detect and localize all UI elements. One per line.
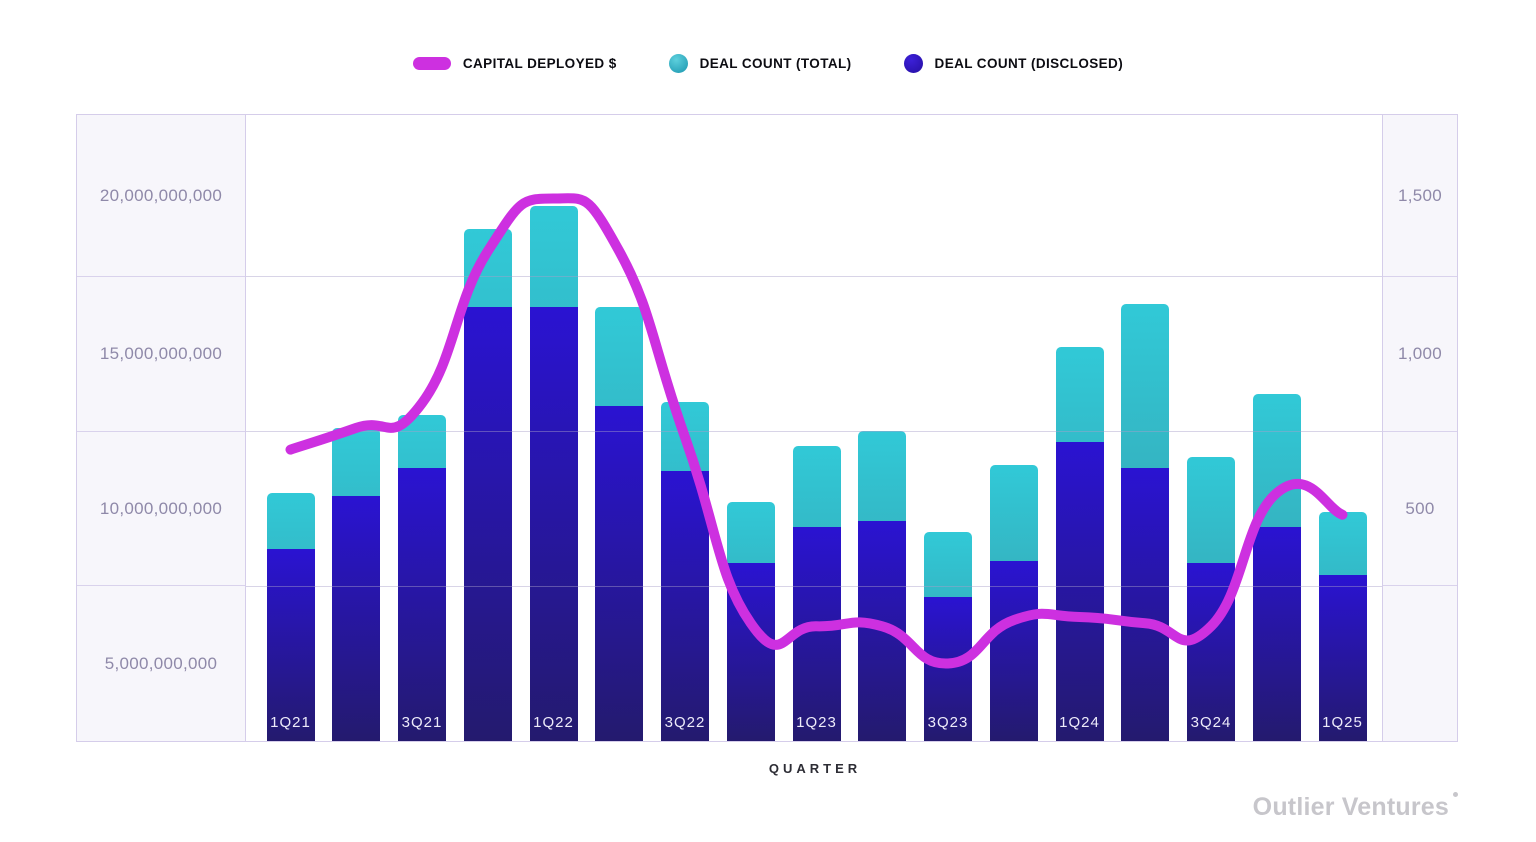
- bar-disclosed-1Q22: [529, 307, 578, 741]
- legend-label-deal-count-disclosed: DEAL COUNT (DISCLOSED): [934, 56, 1124, 71]
- capital-deployed-line-path: [285, 193, 1348, 669]
- x-tick-label-1Q22: 1Q22: [533, 714, 574, 731]
- bar-disclosed-4Q23: [989, 561, 1038, 741]
- y-axis-left-row: 20,000,000,000: [77, 115, 245, 278]
- x-tick-label-1Q23: 1Q23: [796, 714, 837, 731]
- bar-disclosed-1Q24: [1055, 442, 1104, 741]
- legend-item-capital-deployed: CAPITAL DEPLOYED $: [412, 56, 617, 71]
- capital-deployed-line-swatch-icon: [412, 57, 451, 70]
- capital-deployed-line: [285, 193, 1348, 669]
- legend-label-deal-count-total: DEAL COUNT (TOTAL): [699, 56, 852, 71]
- y-axis-left: 20,000,000,000 15,000,000,000 10,000,000…: [77, 115, 246, 741]
- x-tick-label-1Q25: 1Q25: [1322, 714, 1363, 731]
- x-tick-label-1Q24: 1Q24: [1059, 714, 1100, 731]
- y-axis-right-row: 1,500: [1383, 115, 1457, 278]
- y-axis-right-row: 1,000: [1383, 277, 1457, 432]
- bar-disclosed-3Q22: [661, 471, 709, 741]
- y-axis-left-tick-15b: 15,000,000,000: [99, 344, 223, 364]
- bar-disclosed-2Q24: [1121, 468, 1170, 741]
- legend-item-deal-count-disclosed: DEAL COUNT (DISCLOSED): [903, 54, 1124, 73]
- y-axis-right-tick-1000: 1,000: [1397, 344, 1443, 364]
- x-tick-label-3Q23: 3Q23: [927, 714, 969, 731]
- deal-count-disclosed-swatch-icon: [903, 54, 923, 73]
- x-axis-title: QUARTER: [768, 761, 862, 776]
- y-axis-right-row: 500: [1383, 432, 1457, 587]
- x-tick-label-1Q21: 1Q21: [270, 714, 311, 731]
- bar-disclosed-4Q24: [1252, 527, 1301, 741]
- x-tick-label-3Q21: 3Q21: [401, 714, 443, 731]
- y-axis-right-tick-500: 500: [1405, 498, 1435, 518]
- bar-disclosed-2Q22: [595, 406, 644, 741]
- plot-area: 1Q21 3Q21 1Q22 3Q22 1Q23 3Q23 1Q24 3Q24 1Q25: [246, 115, 1382, 741]
- y-axis-left-tick-10b: 10,000,000,000: [99, 498, 223, 518]
- brand-logo-text: Outlier Ventures: [1252, 793, 1449, 821]
- legend: CAPITAL DEPLOYED $ DEAL COUNT (TOTAL) DE…: [0, 54, 1536, 73]
- y-axis-right-tick-1500: 1,500: [1397, 185, 1443, 205]
- y-axis-left-tick-20b: 20,000,000,000: [99, 185, 223, 205]
- bar-disclosed-2Q21: [332, 496, 381, 741]
- bar-disclosed-3Q21: [398, 468, 446, 741]
- deal-count-total-swatch-icon: [668, 54, 688, 73]
- legend-item-deal-count-total: DEAL COUNT (TOTAL): [668, 54, 852, 73]
- y-axis-right-row: [1383, 586, 1457, 741]
- bar-disclosed-4Q21: [463, 307, 512, 741]
- bar-disclosed-1Q21: [266, 549, 315, 741]
- brand-logo: Outlier Ventures: [1253, 792, 1458, 822]
- y-axis-left-row: 5,000,000,000: [77, 586, 245, 741]
- x-tick-label-3Q22: 3Q22: [664, 714, 706, 731]
- y-axis-right: 1,500 1,000 500: [1382, 115, 1457, 741]
- chart-frame: 20,000,000,000 15,000,000,000 10,000,000…: [76, 114, 1458, 742]
- x-tick-label-3Q24: 3Q24: [1190, 714, 1232, 731]
- y-axis-left-row: 10,000,000,000: [77, 432, 245, 587]
- legend-label-capital-deployed: CAPITAL DEPLOYED $: [462, 56, 617, 71]
- brand-dot-icon: [1453, 792, 1458, 797]
- bar-disclosed-3Q23: [924, 597, 972, 741]
- y-axis-left-tick-5b: 5,000,000,000: [104, 653, 218, 673]
- y-axis-left-row: 15,000,000,000: [77, 277, 245, 432]
- bar-disclosed-1Q25: [1318, 575, 1367, 741]
